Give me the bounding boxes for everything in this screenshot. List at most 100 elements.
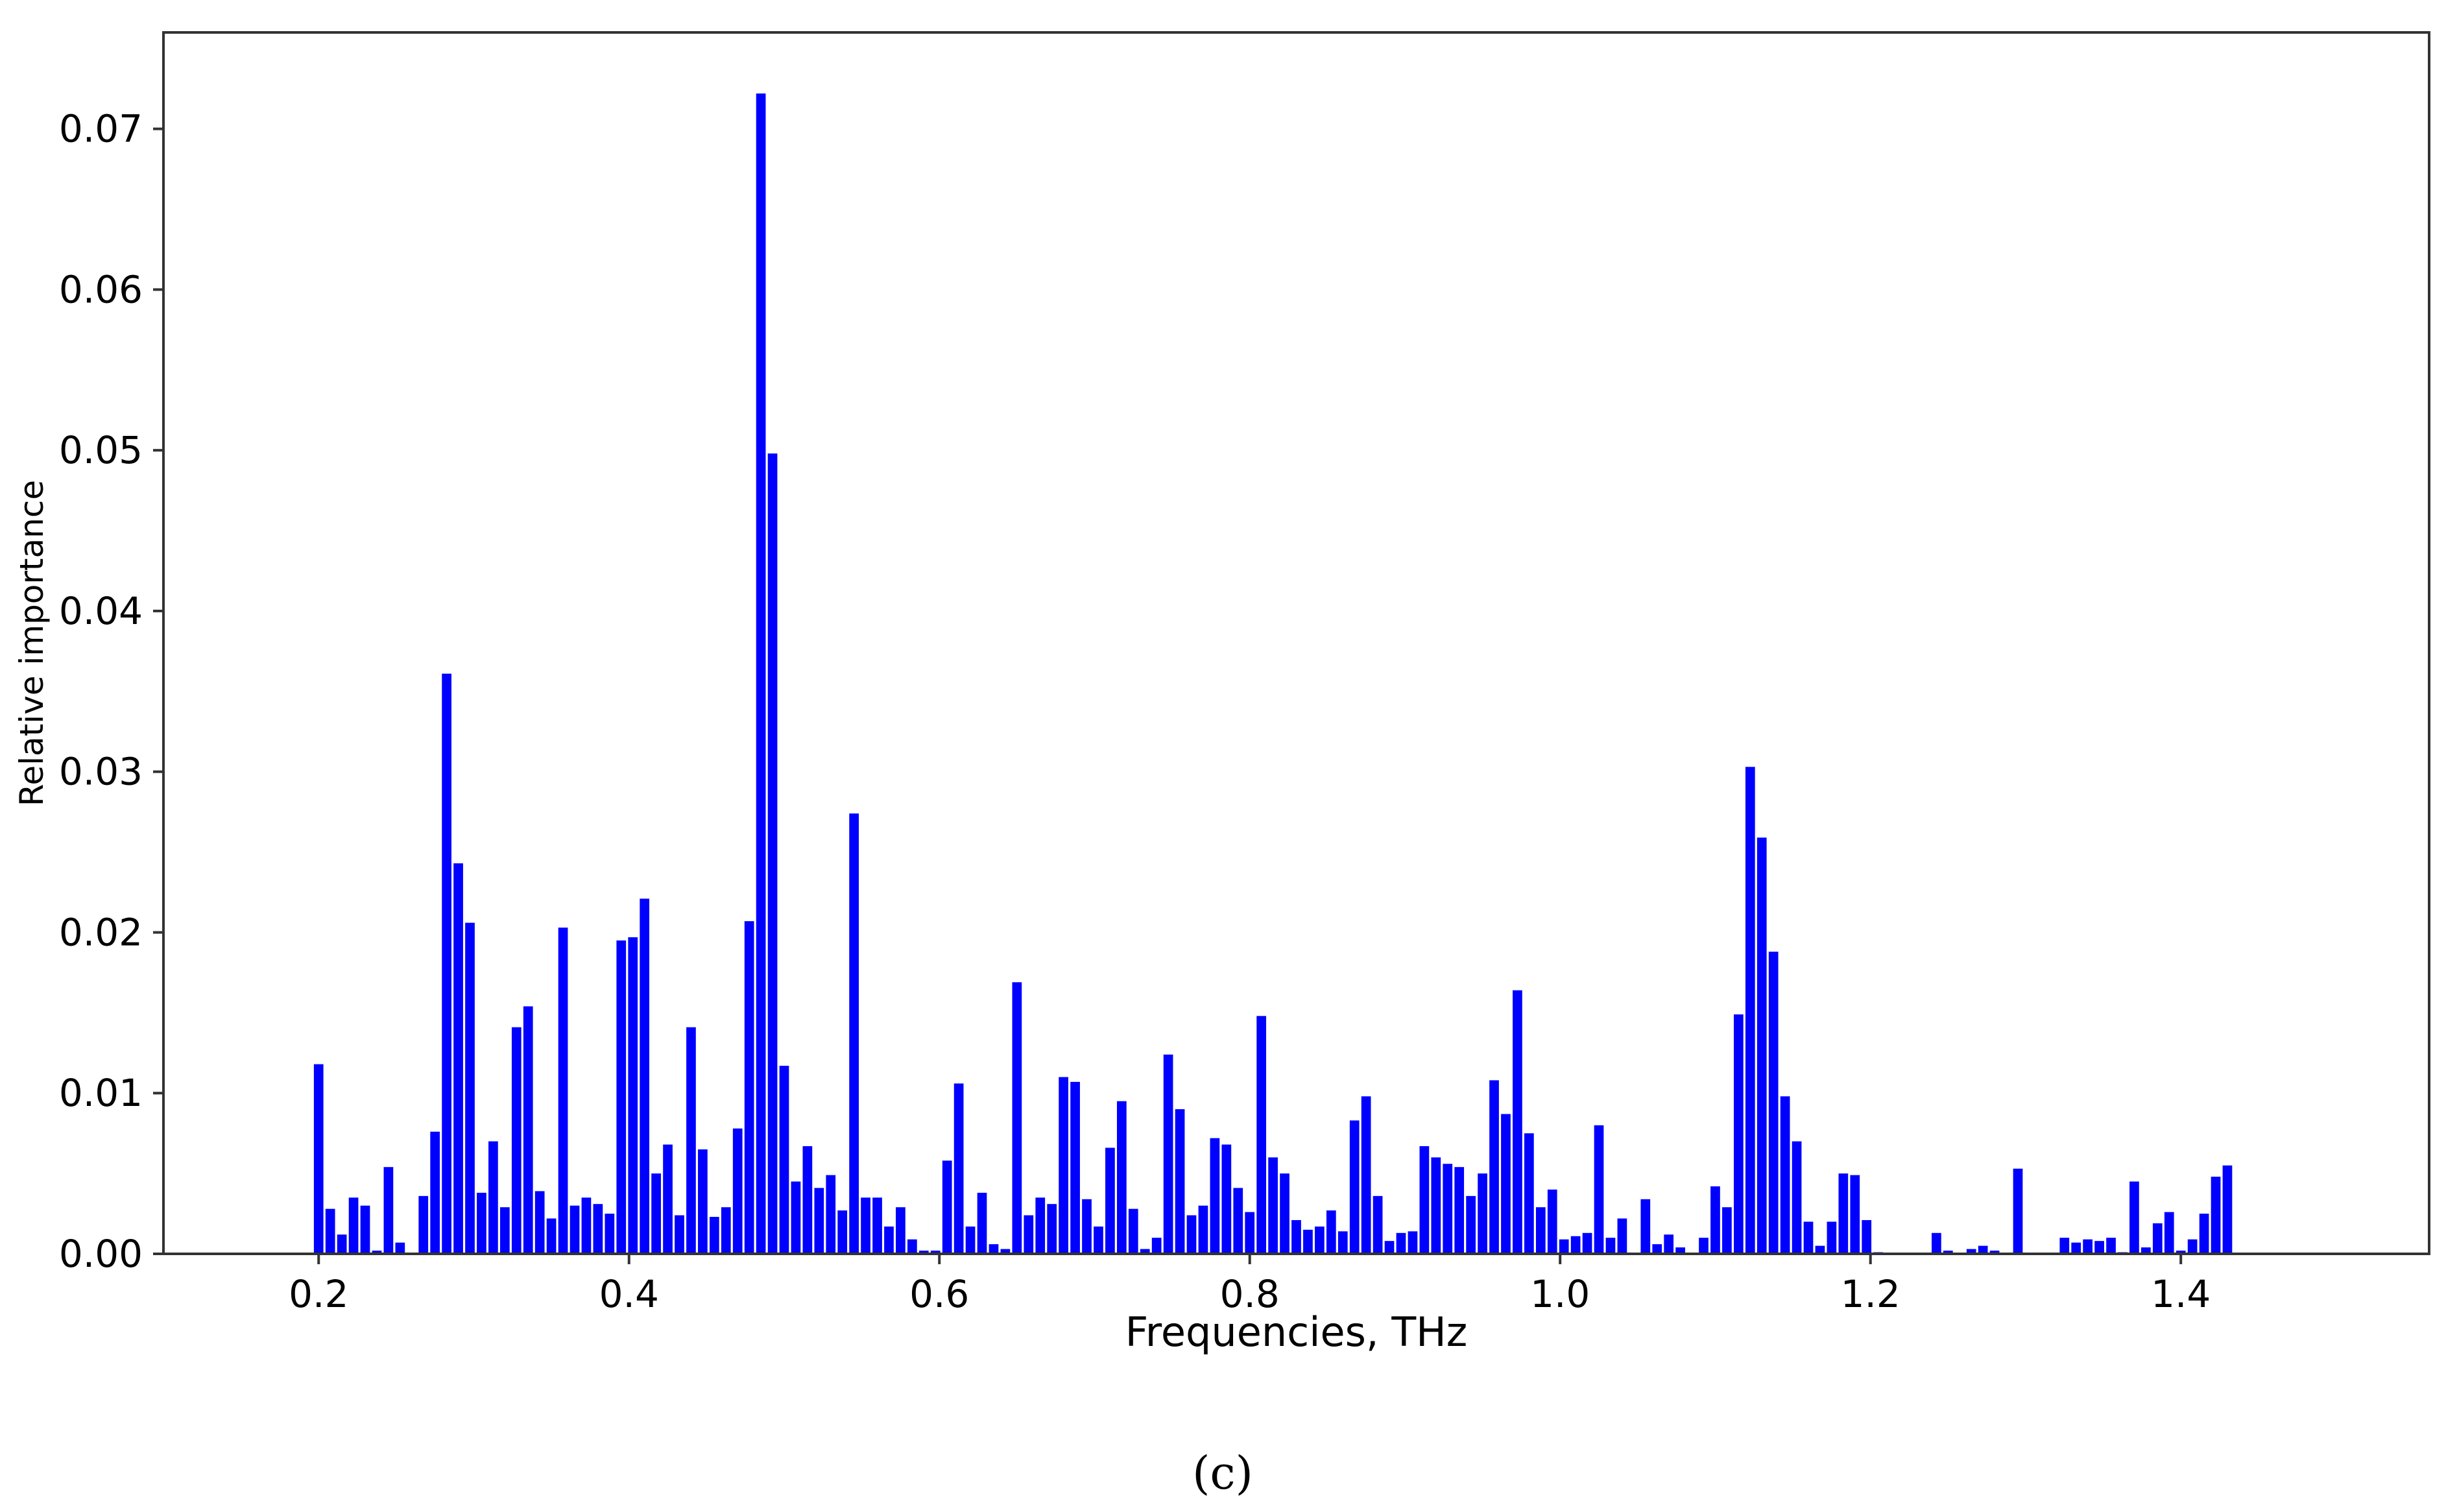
bar (628, 937, 638, 1254)
bar (675, 1215, 684, 1254)
bar (605, 1214, 615, 1254)
bar (1524, 1133, 1534, 1254)
bar (1140, 1249, 1150, 1254)
bar (1070, 1081, 1080, 1254)
bar (418, 1195, 429, 1254)
x-tick-label: 1.0 (1530, 1272, 1590, 1316)
bar (1478, 1173, 1487, 1254)
bar (1210, 1138, 1220, 1254)
bar (523, 1006, 533, 1254)
bar (1221, 1144, 1232, 1254)
bar (721, 1207, 731, 1254)
bar (1966, 1249, 1976, 1254)
bar (1792, 1141, 1802, 1254)
bar (2176, 1251, 2186, 1254)
bar (837, 1210, 848, 1254)
bar (2071, 1242, 2081, 1254)
bar (2059, 1238, 2070, 1254)
bar (1337, 1231, 1348, 1254)
bar (465, 922, 475, 1254)
x-tick-label: 0.6 (909, 1272, 969, 1316)
bar (1815, 1245, 1825, 1254)
bar (2106, 1238, 2116, 1254)
x-tick-label: 0.2 (289, 1272, 348, 1316)
bar (1384, 1241, 1395, 1254)
bar (1303, 1229, 1313, 1254)
bar (546, 1218, 557, 1254)
bar (2141, 1247, 2151, 1254)
bar (1605, 1238, 1616, 1254)
bar (1803, 1221, 1814, 1254)
bar (884, 1226, 894, 1254)
bar (1780, 1096, 1790, 1254)
bar (861, 1197, 870, 1254)
bar (1978, 1245, 1988, 1254)
bar (1198, 1205, 1208, 1254)
bar (1256, 1016, 1267, 1254)
y-tick-label: 0.00 (59, 1232, 143, 1276)
bar (511, 1027, 522, 1254)
bar (1035, 1197, 1046, 1254)
bar (1396, 1232, 1406, 1254)
bar (1547, 1189, 1557, 1254)
bar (1862, 1219, 1872, 1254)
bar (1640, 1199, 1651, 1254)
bar (953, 1083, 964, 1254)
bar (709, 1217, 719, 1254)
bar (1000, 1249, 1011, 1254)
bar (1443, 1164, 1453, 1254)
bar (1175, 1109, 1185, 1254)
bar (1838, 1173, 1849, 1254)
bar (1454, 1167, 1465, 1254)
bar (2094, 1241, 2104, 1254)
bar (2152, 1223, 2163, 1254)
bar (1315, 1226, 1325, 1254)
bar (442, 673, 451, 1254)
bar (2164, 1212, 2174, 1254)
bar (1094, 1226, 1103, 1254)
bar (1128, 1208, 1138, 1254)
y-tick-label: 0.06 (59, 267, 143, 311)
bar (325, 1208, 335, 1254)
bar (732, 1128, 743, 1254)
bar (1012, 982, 1022, 1254)
bar (1768, 952, 1779, 1254)
bar (360, 1205, 370, 1254)
bar (1419, 1146, 1430, 1254)
bar (348, 1197, 359, 1254)
bar (2211, 1177, 2221, 1254)
bar (1652, 1244, 1662, 1254)
bar (1501, 1114, 1511, 1254)
bar (313, 1064, 324, 1254)
bar (1245, 1212, 1255, 1254)
bar (372, 1251, 382, 1254)
bar (1280, 1173, 1289, 1254)
bars-group (313, 93, 2233, 1254)
bar (1559, 1239, 1569, 1254)
y-tick-label: 0.02 (59, 910, 143, 954)
bar (1268, 1157, 1278, 1254)
bar (1535, 1207, 1546, 1254)
x-axis-label: Frequencies, THz (1125, 1308, 1468, 1356)
bar (1943, 1251, 1953, 1254)
y-tick-label: 0.04 (59, 589, 143, 633)
bar (2199, 1214, 2209, 1254)
bar (1699, 1238, 1709, 1254)
bar (1326, 1210, 1336, 1254)
bar (1431, 1157, 1441, 1254)
bar (453, 863, 463, 1254)
bar (989, 1244, 999, 1254)
x-tick-label: 0.8 (1220, 1272, 1280, 1316)
bar (744, 921, 754, 1254)
y-axis-ticks: 0.00 0.01 0.02 0.03 0.04 0.05 0.06 0.07 (59, 107, 163, 1276)
bar (1291, 1219, 1301, 1254)
bar (826, 1175, 836, 1254)
bar (849, 813, 859, 1254)
bar (395, 1242, 405, 1254)
bar (930, 1251, 941, 1254)
x-tick-label: 1.4 (2151, 1272, 2211, 1316)
bar (1024, 1215, 1034, 1254)
bar (1722, 1207, 1732, 1254)
bar (1163, 1054, 1173, 1254)
